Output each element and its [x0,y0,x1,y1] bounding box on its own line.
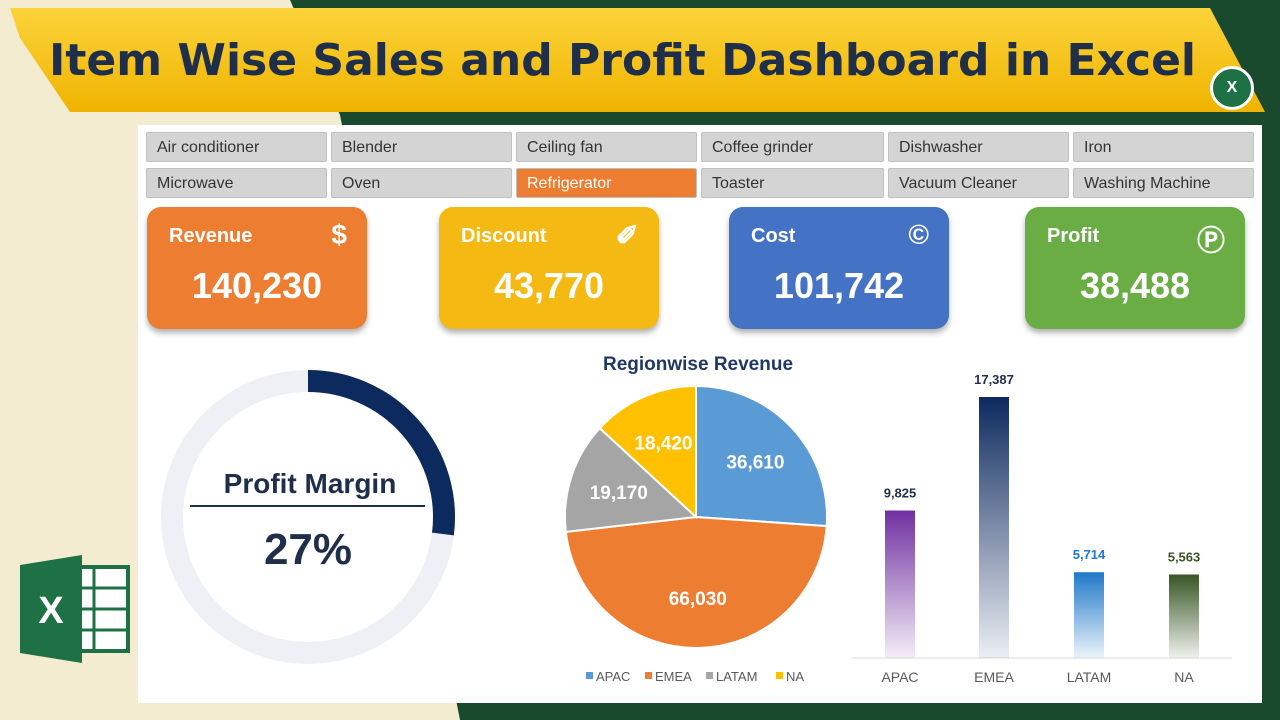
kpi-label: Revenue [169,225,253,247]
slicer-item[interactable]: Iron [1073,132,1254,162]
donut-value-arc [307,370,455,536]
kpi-value: 140,230 [191,265,323,306]
kpi-value: 38,488 [1079,265,1191,306]
slicer-item[interactable]: Toaster [701,168,884,198]
kpi-card-profit: Profit Ⓟ 38,488 [1025,207,1245,329]
excel-logo-icon: X [1210,66,1254,110]
bar-latam [1074,572,1104,658]
kpi-label: Discount [461,225,547,247]
p-circle-icon: Ⓟ [1196,225,1225,256]
legend-label: NA [786,669,804,684]
slicer-item[interactable]: Refrigerator [516,168,697,198]
kpi-card-cost: Cost © 101,742 [729,207,949,329]
x-tick-label: NA [1174,669,1194,685]
slicer-item[interactable]: Coffee grinder [701,132,884,162]
pie-slice-apac [695,384,828,528]
profit-margin-value: 27% [264,525,352,574]
pie-data-label: 36,610 [726,453,784,474]
slicer-item[interactable]: Vacuum Cleaner [888,168,1069,198]
x-tick-label: LATAM [1067,669,1112,685]
page-title: Item Wise Sales and Profit Dashboard in … [49,34,1196,86]
bar-emea [979,397,1009,658]
kpi-card-revenue: Revenue $140,230 [147,207,367,329]
bar-data-label: 9,825 [884,486,917,501]
legend-swatch [776,672,783,679]
kpi-label: Cost [751,225,796,247]
excel-logo-icon: X [20,555,130,663]
title-banner: Item Wise Sales and Profit Dashboard in … [10,8,1265,112]
slicer-item[interactable]: Air conditioner [146,132,327,162]
copyright-icon: © [908,219,929,250]
legend-swatch [586,672,593,679]
bar-apac [885,510,915,658]
pie-data-label: 66,030 [669,589,727,610]
kpi-card-discount: Discount ✐ 43,770 [439,207,659,329]
discount-tag-icon: ✐ [615,220,639,251]
kpi-value: 43,770 [493,265,605,306]
pie-slice-latam [564,426,699,533]
legend-label: APAC [596,669,630,684]
legend-label: EMEA [655,669,692,684]
legend-swatch [645,672,652,679]
kpi-label: Profit [1047,225,1100,247]
pie-slice-na [598,384,697,520]
pie-slice-emea [564,515,828,649]
svg-text:X: X [38,590,64,632]
bar-data-label: 5,714 [1073,547,1106,562]
legend-label: LATAM [716,669,757,684]
slicer-item[interactable]: Washing Machine [1073,168,1254,198]
pie-data-label: 18,420 [634,434,692,455]
x-tick-label: EMEA [974,669,1014,685]
slicer-item[interactable]: Ceiling fan [516,132,697,162]
bar-data-label: 5,563 [1168,549,1201,564]
slicer-item[interactable]: Oven [331,168,512,198]
bar-data-label: 17,387 [974,372,1014,387]
kpi-value: 101,742 [773,265,905,306]
money-bag-icon: $ [331,219,347,250]
pie-data-label: 19,170 [590,483,648,504]
bar-na [1169,574,1199,658]
slicer-item[interactable]: Microwave [146,168,327,198]
pie-title: Regionwise Revenue [603,354,793,375]
legend-swatch [706,672,713,679]
profit-margin-label: Profit Margin [224,468,397,499]
slicer-item[interactable]: Blender [331,132,512,162]
slicer-item[interactable]: Dishwasher [888,132,1069,162]
x-tick-label: APAC [881,669,918,685]
